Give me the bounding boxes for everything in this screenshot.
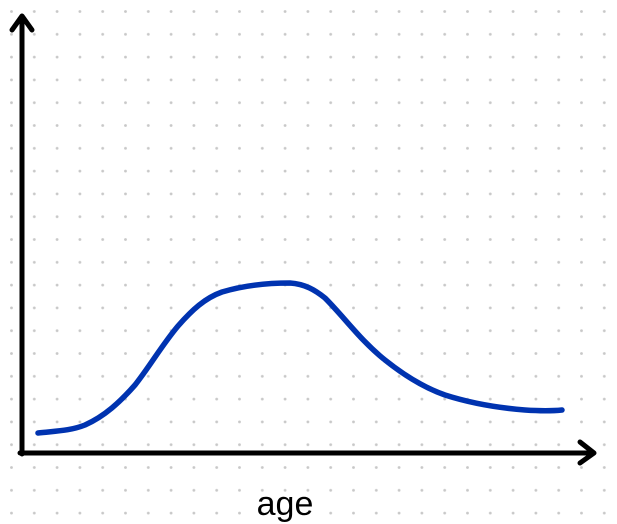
x-axis-arrow [577, 439, 597, 466]
x-axis-label: age [257, 485, 314, 523]
curve [35, 280, 565, 436]
y-axis-arrow [9, 13, 35, 33]
